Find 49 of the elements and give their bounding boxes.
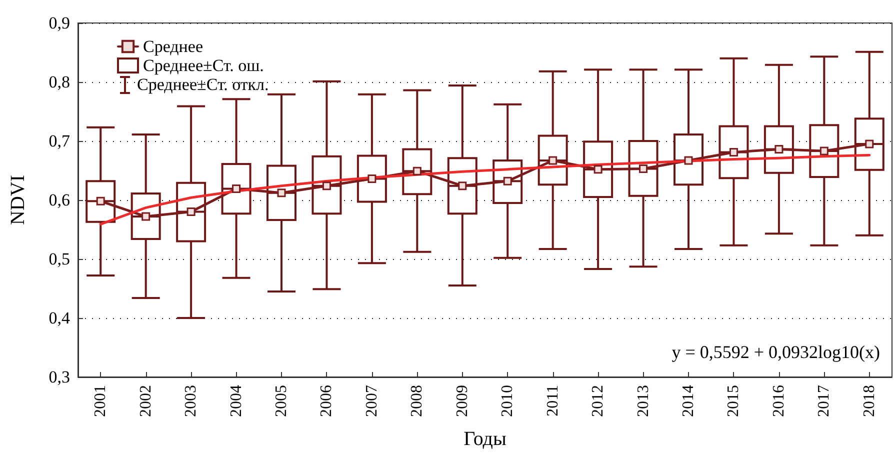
x-tick-label: 2012: [590, 385, 607, 417]
x-axis-title: Годы: [464, 428, 506, 450]
legend-label: Среднее: [143, 37, 203, 56]
legend-label: Среднее±Ст. ош.: [143, 56, 264, 75]
x-tick-label: 2002: [137, 385, 154, 417]
y-tick-label: 0,8: [48, 72, 70, 92]
point: [96, 196, 105, 206]
x-tick-label: 2005: [273, 385, 290, 417]
x-tick-label: 2003: [182, 385, 200, 417]
x-tick-label: 2014: [680, 385, 697, 417]
x-tick-label: 2010: [499, 385, 516, 417]
x-tick-label: 2011: [544, 385, 562, 416]
point: [729, 148, 738, 156]
point: [684, 156, 693, 165]
x-tick-label: 2008: [408, 385, 426, 417]
point: [232, 184, 241, 194]
point: [322, 182, 331, 190]
point: [548, 156, 558, 165]
x-tick-label: 2015: [725, 385, 742, 417]
y-axis-title: NDVI: [7, 175, 29, 225]
point: [142, 212, 150, 221]
point: [277, 188, 286, 198]
x-tick-label: 2007: [363, 385, 380, 417]
point: [774, 145, 784, 154]
point: [368, 174, 376, 184]
annotation: Среднее±Ст. откл.: [137, 75, 269, 95]
x-tick-label: 2001: [92, 385, 110, 417]
y-tick-label: 0,6: [48, 190, 70, 210]
point: [639, 164, 648, 173]
x-tick-label: 2016: [770, 385, 788, 417]
x-tick-label: 2017: [816, 385, 833, 417]
point: [594, 165, 602, 174]
x-tick-label: 2018: [860, 385, 878, 417]
point: [186, 208, 196, 216]
annotation: y = 0,5592 + 0,0932log10(x): [672, 342, 880, 362]
y-tick-label: 0,3: [48, 368, 70, 386]
x-tick-label: 2009: [454, 385, 471, 417]
y-tick-label: 0,4: [48, 308, 70, 328]
x-tick-label: 2013: [634, 385, 652, 417]
x-tick-label: 2006: [318, 385, 336, 417]
y-tick-label: 0,9: [48, 14, 70, 32]
point: [412, 166, 422, 176]
point: [458, 182, 467, 190]
y-tick-label: 0,7: [48, 132, 70, 150]
x-tick-label: 2004: [228, 385, 245, 417]
point: [503, 176, 512, 186]
y-tick-label: 0,5: [48, 250, 70, 268]
point: [865, 140, 874, 148]
point: [820, 146, 828, 156]
